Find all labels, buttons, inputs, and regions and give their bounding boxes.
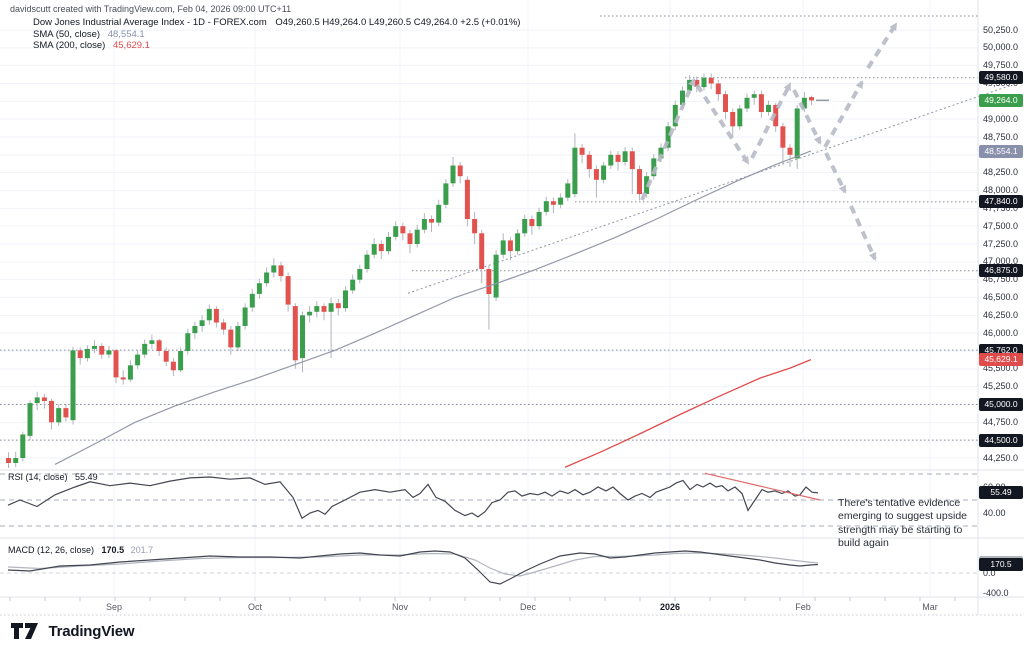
price-tick-label: 48,250.0 (983, 167, 1019, 178)
month-label: 2026 (659, 602, 681, 612)
price-tick-label: 45,500.0 (983, 363, 1019, 374)
ohlc-values: O49,260.5 H49,264.0 L49,260.5 C49,264.0 … (275, 17, 521, 28)
macd-value-badge: 170.5 (979, 558, 1023, 571)
price-axis-badge: 49,264.0 (979, 93, 1023, 107)
price-tick-label: 50,000.0 (983, 42, 1019, 53)
price-axis-badge: 46,875.0 (979, 264, 1023, 278)
macd-label: MACD (12, 26, close) (8, 545, 95, 555)
annotation-line: There's tentative evidence (838, 497, 961, 509)
month-label: Dec (519, 602, 537, 612)
price-tick-label: 44,250.0 (983, 452, 1019, 463)
price-tick-label: 49,000.0 (983, 113, 1019, 124)
month-label: Oct (247, 602, 263, 612)
rsi-tick-label: 40.00 (983, 507, 1006, 518)
symbol-legend[interactable]: Dow Jones Industrial Average Index - 1D … (33, 17, 520, 28)
sma50-legend[interactable]: SMA (50, close) 48,554.1 (33, 29, 145, 40)
sma200-legend[interactable]: SMA (200, close) 45,629.1 (33, 40, 150, 51)
rsi-value-badge: 55.49 (979, 486, 1023, 500)
sma50-value: 48,554.1 (107, 29, 145, 40)
rsi-pane-legend[interactable]: RSI (14, close) 55.49 (8, 472, 98, 482)
sma50-label: SMA (50, close) (33, 29, 101, 40)
tradingview-logo-icon (11, 623, 38, 639)
price-axis-badge: 45,000.0 (979, 398, 1023, 411)
macd-pane-legend[interactable]: MACD (12, 26, close) 170.5 201.7 (8, 545, 153, 555)
price-tick-label: 48,750.0 (983, 131, 1019, 142)
price-axis-badge: 49,580.0 (979, 71, 1023, 85)
rsi-label: RSI (14, close) (8, 472, 68, 482)
time-axis[interactable] (0, 597, 978, 615)
tradingview-logo-text: TradingView (48, 622, 135, 640)
price-tick-label: 46,750.0 (983, 274, 1019, 285)
month-label: Nov (391, 602, 409, 612)
sma200-label: SMA (200, close) (33, 40, 106, 51)
price-axis-badge: 44,500.0 (979, 433, 1023, 447)
price-axis-badge: 45,629.1 (979, 353, 1023, 367)
price-tick-label: 47,250.0 (983, 238, 1019, 249)
annotation-line: strength may be starting to (838, 523, 963, 536)
price-tick-label: 44,750.0 (983, 416, 1019, 427)
chart-credit-text: davidscutt created with TradingView.com,… (10, 4, 292, 14)
tradingview-logo[interactable]: TradingView (10, 621, 135, 641)
macd-tick-label: -400.0 (983, 587, 1009, 598)
price-tick-label: 48,000.0 (983, 185, 1019, 195)
month-label: Sep (105, 602, 123, 612)
price-tick-label: 45,250.0 (983, 381, 1019, 392)
price-axis-badge: 47,840.0 (979, 195, 1023, 209)
month-label: Mar (922, 602, 938, 612)
price-tick-label: 46,500.0 (983, 292, 1019, 302)
price-axis[interactable] (978, 0, 1024, 615)
annotation-line: build again (838, 537, 889, 550)
macd-tick-label: 0.0 (983, 567, 996, 578)
price-tick-label: 49,750.0 (983, 60, 1019, 71)
symbol-title: Dow Jones Industrial Average Index - 1D … (33, 17, 267, 28)
sma200-value: 45,629.1 (112, 40, 150, 51)
macd-signal-value: 201.7 (130, 545, 154, 555)
price-axis-badge: 48,554.1 (979, 144, 1023, 158)
price-tick-label: 46,250.0 (983, 309, 1019, 320)
price-tick-label: 47,500.0 (983, 220, 1019, 231)
price-tick-label: 47,000.0 (983, 256, 1019, 267)
macd-value: 170.5 (101, 545, 125, 555)
month-label: Feb (795, 602, 811, 612)
price-tick-label: 50,250.0 (983, 24, 1019, 35)
chart-annotation-text: There's tentative evidence emerging to su… (838, 497, 978, 551)
annotation-line: emerging to suggest upside (838, 510, 967, 523)
rsi-value: 55.49 (75, 472, 98, 482)
price-tick-label: 46,000.0 (983, 327, 1019, 338)
